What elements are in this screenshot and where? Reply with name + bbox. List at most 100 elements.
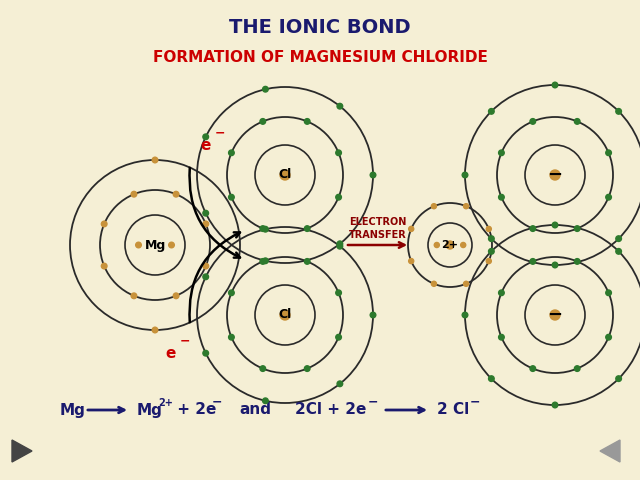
Circle shape: [574, 366, 580, 372]
Text: e: e: [200, 137, 211, 153]
Circle shape: [203, 350, 209, 356]
Circle shape: [228, 194, 234, 200]
Circle shape: [337, 243, 342, 249]
Circle shape: [152, 327, 158, 333]
Circle shape: [336, 335, 341, 340]
Circle shape: [305, 259, 310, 264]
Circle shape: [525, 285, 585, 345]
Circle shape: [530, 366, 536, 372]
Circle shape: [463, 204, 468, 209]
Polygon shape: [12, 440, 32, 462]
Text: −: −: [180, 335, 191, 348]
Circle shape: [337, 381, 342, 386]
Circle shape: [228, 150, 234, 156]
Circle shape: [530, 119, 536, 124]
Circle shape: [336, 194, 341, 200]
Circle shape: [280, 310, 290, 320]
Circle shape: [431, 281, 436, 287]
Circle shape: [435, 242, 439, 248]
Circle shape: [203, 210, 209, 216]
Circle shape: [486, 259, 492, 264]
Circle shape: [488, 236, 494, 241]
Circle shape: [530, 226, 536, 231]
Circle shape: [337, 241, 342, 247]
Circle shape: [255, 285, 315, 345]
Circle shape: [260, 259, 266, 264]
Circle shape: [530, 259, 536, 264]
Circle shape: [488, 108, 494, 114]
Circle shape: [370, 312, 376, 318]
Circle shape: [262, 398, 268, 404]
Circle shape: [305, 226, 310, 231]
Text: −: −: [547, 166, 563, 184]
Text: Cl: Cl: [278, 309, 292, 322]
Text: Mg: Mg: [145, 239, 166, 252]
Circle shape: [574, 226, 580, 231]
Circle shape: [203, 134, 209, 140]
Text: and: and: [239, 403, 271, 418]
Text: Mg: Mg: [137, 403, 163, 418]
Circle shape: [228, 290, 234, 296]
Circle shape: [550, 170, 560, 180]
Text: 2+: 2+: [158, 398, 173, 408]
Circle shape: [255, 145, 315, 205]
Circle shape: [616, 376, 621, 382]
Circle shape: [409, 259, 413, 264]
Circle shape: [280, 170, 290, 180]
Text: 2+: 2+: [442, 240, 458, 250]
Circle shape: [606, 194, 611, 200]
Circle shape: [260, 119, 266, 124]
Circle shape: [228, 335, 234, 340]
Circle shape: [499, 335, 504, 340]
Circle shape: [488, 376, 494, 382]
Polygon shape: [600, 440, 620, 462]
Circle shape: [606, 335, 611, 340]
Circle shape: [552, 262, 558, 268]
Circle shape: [486, 227, 492, 231]
Circle shape: [446, 241, 454, 249]
Circle shape: [262, 86, 268, 92]
Text: −: −: [212, 396, 223, 408]
Circle shape: [552, 222, 558, 228]
Circle shape: [262, 227, 268, 232]
Text: −: −: [547, 306, 563, 324]
Circle shape: [616, 108, 621, 114]
Circle shape: [260, 366, 266, 372]
Circle shape: [152, 157, 158, 163]
Circle shape: [616, 249, 621, 254]
Circle shape: [606, 150, 611, 156]
Circle shape: [260, 226, 266, 231]
Circle shape: [125, 215, 185, 275]
Text: + 2e: + 2e: [172, 403, 216, 418]
Circle shape: [173, 293, 179, 299]
Text: 2 Cl: 2 Cl: [437, 403, 469, 418]
Circle shape: [499, 194, 504, 200]
Circle shape: [428, 223, 472, 267]
Circle shape: [574, 259, 580, 264]
Circle shape: [305, 366, 310, 372]
Text: ELECTRON: ELECTRON: [349, 217, 406, 227]
Text: 2Cl + 2e: 2Cl + 2e: [295, 403, 366, 418]
Text: THE IONIC BOND: THE IONIC BOND: [229, 18, 411, 37]
Circle shape: [131, 293, 137, 299]
Circle shape: [173, 192, 179, 197]
Text: −: −: [470, 396, 481, 408]
Circle shape: [431, 204, 436, 209]
Circle shape: [488, 249, 494, 254]
Circle shape: [499, 150, 504, 156]
Circle shape: [616, 236, 621, 241]
Circle shape: [606, 290, 611, 296]
Circle shape: [462, 172, 468, 178]
Circle shape: [499, 290, 504, 296]
Circle shape: [101, 263, 107, 269]
Text: Cl: Cl: [278, 168, 292, 181]
Circle shape: [574, 119, 580, 124]
Circle shape: [169, 242, 174, 248]
Circle shape: [336, 150, 341, 156]
Circle shape: [463, 281, 468, 287]
Text: TRANSFER: TRANSFER: [349, 230, 406, 240]
Text: Mg: Mg: [60, 403, 86, 418]
Circle shape: [101, 221, 107, 227]
Circle shape: [305, 119, 310, 124]
Circle shape: [337, 103, 342, 109]
